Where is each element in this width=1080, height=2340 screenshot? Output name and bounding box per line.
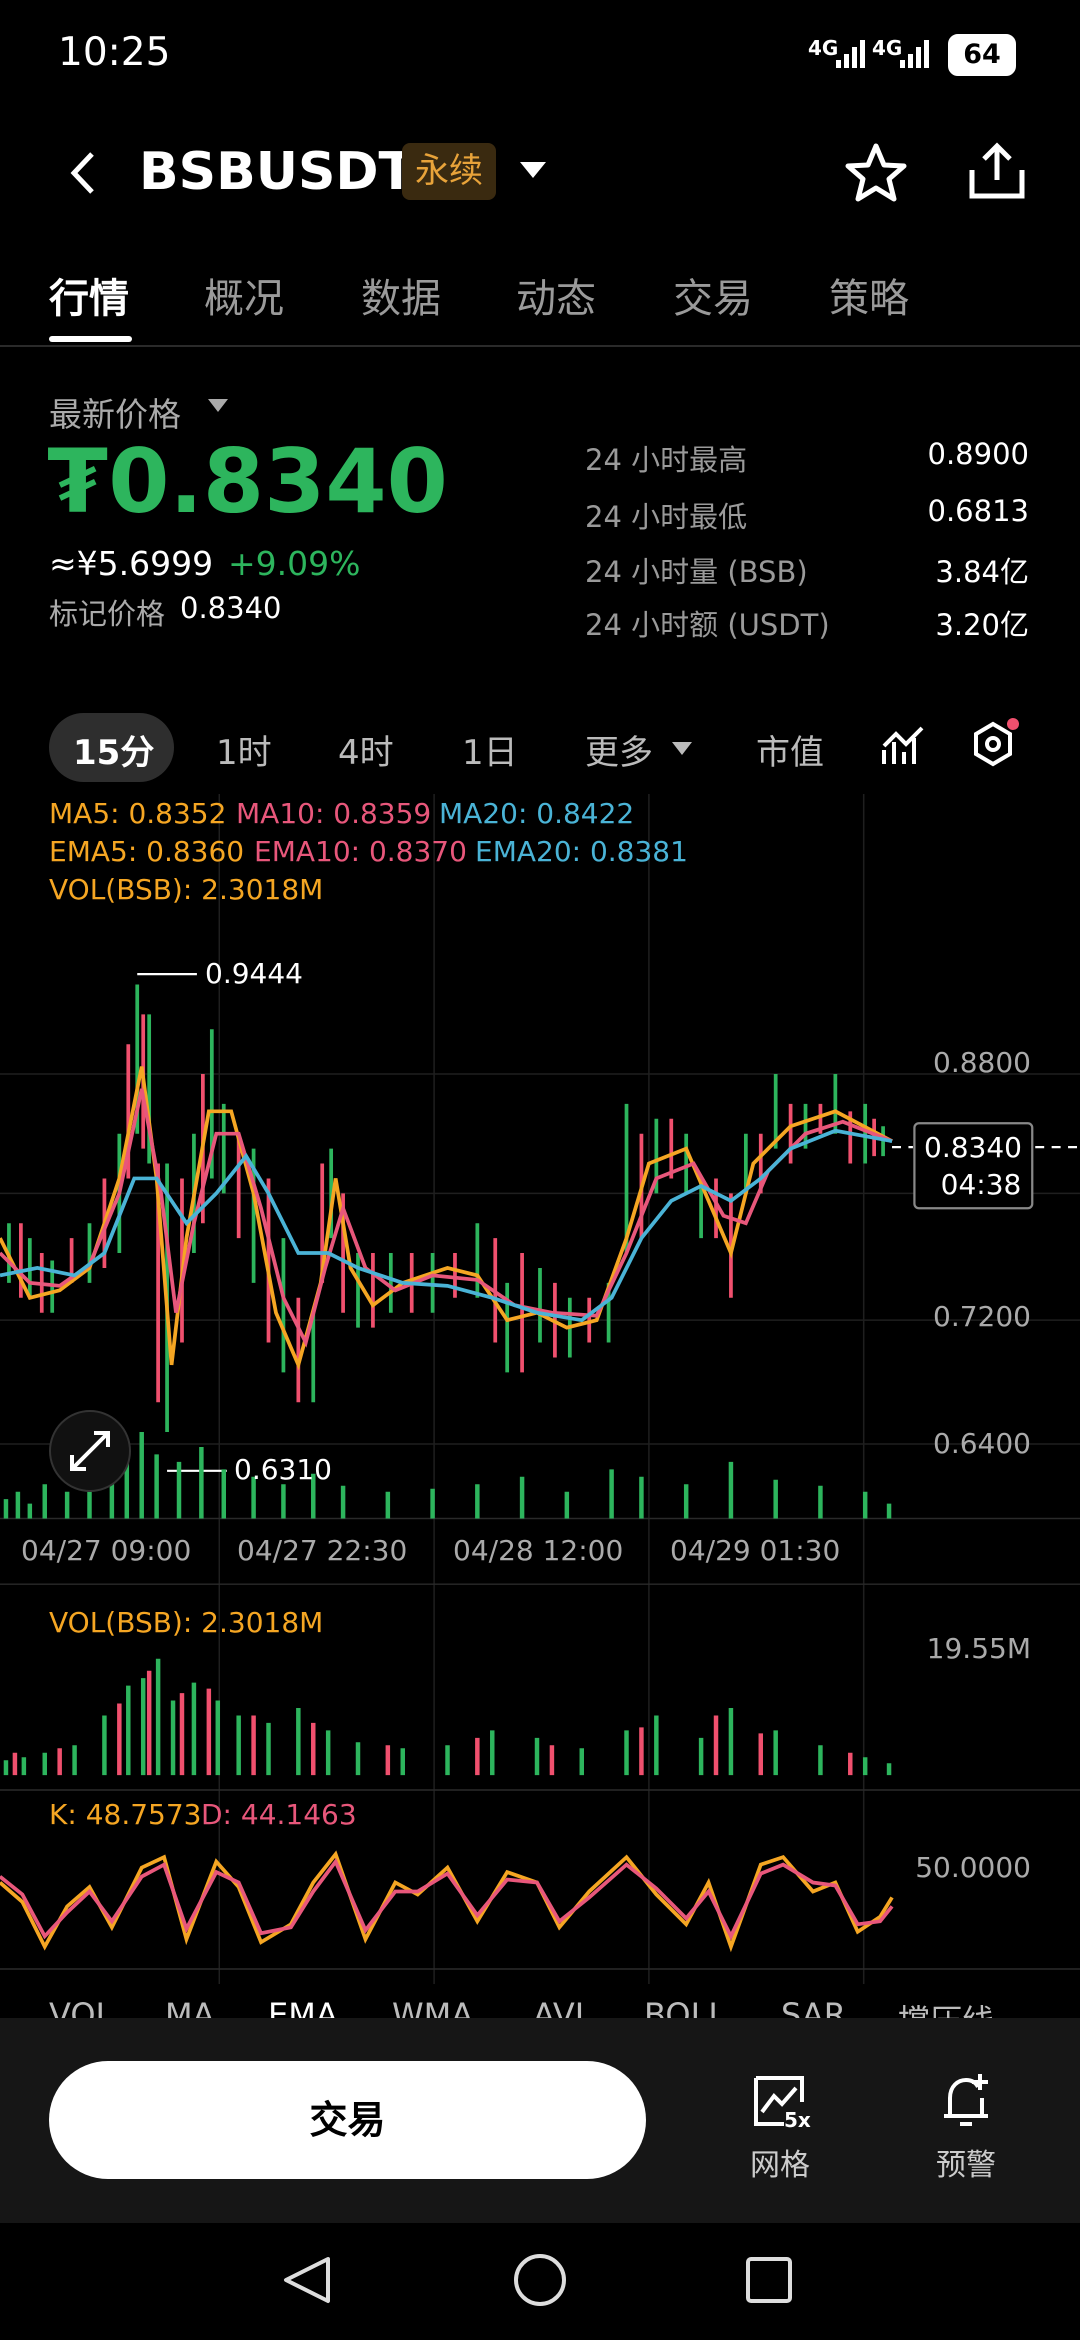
last-price: ₮0.8340	[47, 430, 448, 533]
share-button[interactable]	[966, 140, 1028, 202]
stat-label: 24 小时量 (BSB)	[585, 555, 808, 589]
current-price: 0.8340	[924, 1131, 1022, 1164]
kd-k-label: K: 48.7573	[49, 1798, 201, 1831]
mark-price: 0.8340	[180, 591, 282, 625]
date-label: 04/27 22:30	[237, 1534, 407, 1567]
kd-d-label: D: 44.1463	[201, 1798, 357, 1831]
back-button[interactable]	[64, 148, 104, 198]
price-axis-label: 0.8800	[933, 1046, 1031, 1079]
cny-price: ≈¥5.6999	[49, 544, 214, 583]
symbol-title: BSBUSDT	[139, 142, 415, 202]
battery: 64	[948, 34, 1016, 76]
stat-value: 0.6813	[927, 494, 1029, 528]
legend-item: EMA20: 0.8381	[475, 835, 688, 868]
nav-recents[interactable]	[746, 2257, 792, 2303]
low-label: 0.6310	[234, 1453, 332, 1486]
date-label: 04/29 01:30	[670, 1534, 840, 1567]
chart-drawing	[0, 794, 1080, 1984]
interval[interactable]: 15分	[73, 733, 155, 773]
chart-legend: MA5: 0.8352 MA10: 0.8359 MA20: 0.8422 EM…	[49, 797, 688, 906]
network-label: 4G	[808, 36, 839, 60]
grid-icon[interactable]	[750, 2072, 814, 2136]
price-change: +9.09%	[228, 544, 361, 583]
status-icons	[836, 40, 929, 68]
divider	[0, 345, 1080, 347]
interval[interactable]: 4时	[338, 733, 394, 773]
legend-item: VOL(BSB): 2.3018M	[49, 873, 323, 906]
indicator-button[interactable]	[880, 722, 926, 768]
legend-item: MA10: 0.8359	[236, 797, 431, 830]
contract-badge: 永续	[402, 143, 496, 200]
volume-label: VOL(BSB): 2.3018M	[49, 1606, 323, 1639]
trade-button[interactable]: 交易	[49, 2061, 646, 2179]
legend-item: EMA5: 0.8360	[49, 835, 244, 868]
stat-label: 24 小时额 (USDT)	[585, 608, 830, 642]
more-dropdown[interactable]	[670, 740, 694, 758]
stat-label: 24 小时最高	[585, 443, 748, 477]
tab[interactable]: 策略	[829, 276, 909, 322]
interval[interactable]: 1时	[216, 733, 272, 773]
tab[interactable]: 数据	[361, 276, 441, 322]
stat-label: 24 小时最低	[585, 500, 748, 534]
mark-price-label: 标记价格	[49, 597, 166, 631]
grid-label[interactable]: 网格	[750, 2148, 810, 2183]
price-axis-label: 0.7200	[933, 1300, 1031, 1333]
legend-item: EMA10: 0.8370	[254, 835, 467, 868]
alert-icon[interactable]	[936, 2070, 1000, 2134]
kd-axis-label: 50.0000	[915, 1851, 1031, 1884]
interval[interactable]: 市值	[756, 733, 824, 773]
tab[interactable]: 行情	[49, 276, 129, 322]
high-label: 0.9444	[205, 957, 303, 990]
interval-selected-bg	[49, 713, 174, 782]
fullscreen-button[interactable]	[49, 1410, 131, 1492]
price-dropdown[interactable]	[206, 397, 230, 415]
alert-label[interactable]: 预警	[936, 2148, 996, 2183]
date-label: 04/27 09:00	[21, 1534, 191, 1567]
tab[interactable]: 动态	[516, 276, 596, 322]
stat-value: 0.8900	[927, 437, 1029, 471]
legend-item: MA20: 0.8422	[439, 797, 634, 830]
date-label: 04/28 12:00	[453, 1534, 623, 1567]
kline-chart: MA5: 0.8352 MA10: 0.8359 MA20: 0.8422 EM…	[0, 794, 1080, 1984]
symbol-dropdown[interactable]	[518, 160, 548, 182]
tab[interactable]: 概况	[204, 276, 284, 322]
stat-value: 3.84亿	[935, 555, 1029, 589]
favorite-button[interactable]	[845, 142, 907, 202]
settings-button[interactable]	[966, 716, 1022, 772]
candle-countdown: 04:38	[941, 1168, 1022, 1201]
stat-value: 3.20亿	[935, 608, 1029, 642]
network-label: 4G	[872, 36, 903, 60]
nav-home[interactable]	[514, 2254, 566, 2306]
interval[interactable]: 1日	[462, 733, 518, 773]
system-nav	[284, 2254, 792, 2306]
price-label[interactable]: 最新价格	[49, 395, 181, 434]
legend-item: MA5: 0.8352	[49, 797, 226, 830]
interval[interactable]: 更多	[585, 733, 653, 773]
price-axis-label: 0.6400	[933, 1427, 1031, 1460]
volume-axis-label: 19.55M	[927, 1632, 1031, 1665]
status-time: 10:25	[58, 30, 171, 75]
tab[interactable]: 交易	[673, 276, 753, 322]
nav-back[interactable]	[284, 2257, 330, 2303]
tab-indicator	[49, 336, 132, 342]
grid-badge: 5x	[784, 2108, 811, 2132]
